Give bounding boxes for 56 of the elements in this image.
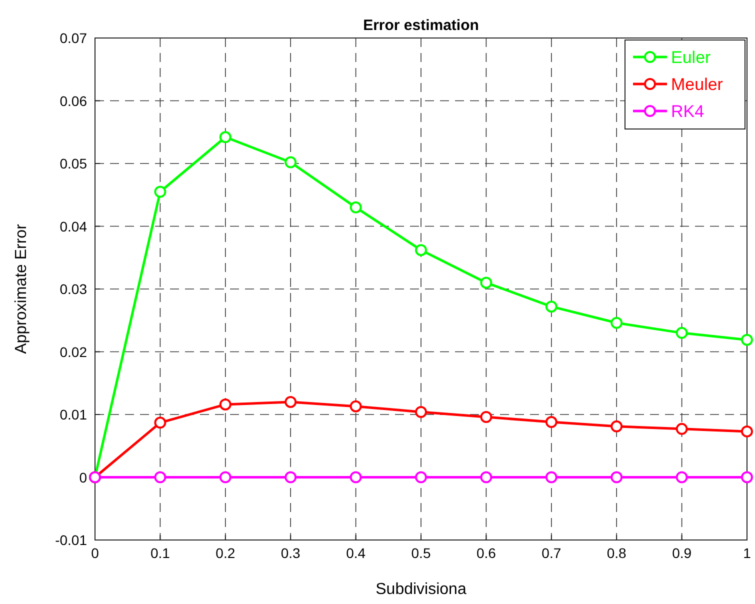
point — [676, 471, 688, 484]
point — [154, 416, 166, 429]
point — [219, 398, 232, 410]
point — [480, 471, 492, 484]
point — [741, 334, 753, 346]
y-tick-label: 0.05 — [60, 156, 88, 172]
point — [741, 471, 753, 484]
x-tick-label: 0.5 — [411, 545, 431, 561]
point — [545, 471, 558, 484]
x-tick-label: 0.6 — [476, 545, 496, 561]
x-axis-title: Subdivisiona — [376, 581, 466, 598]
y-tick-label: 0.03 — [60, 281, 88, 297]
point — [154, 471, 166, 484]
point — [350, 201, 362, 214]
y-tick-label: 0.02 — [60, 344, 88, 360]
x-tick-label: 0 — [91, 545, 100, 561]
point — [284, 396, 297, 408]
x-tick-label: 0.7 — [542, 545, 562, 561]
y-axis-title: Approximate Error — [13, 223, 30, 354]
point — [480, 411, 492, 424]
legend-label: Meuler — [671, 75, 724, 94]
point — [545, 416, 558, 428]
point — [415, 471, 427, 484]
x-tick-label: 0.3 — [280, 545, 301, 561]
legend-label: Euler — [671, 48, 712, 67]
point — [219, 471, 232, 484]
point — [480, 276, 492, 289]
point — [676, 326, 688, 339]
y-tick-label: -0.01 — [55, 532, 88, 548]
x-tick-label: 0.1 — [150, 545, 170, 561]
point — [610, 316, 623, 329]
point — [350, 471, 362, 484]
point — [284, 471, 297, 484]
y-tick-label: 0.01 — [60, 406, 88, 422]
y-tick-label: 0.07 — [60, 30, 88, 46]
point — [350, 400, 362, 412]
point — [219, 131, 232, 144]
x-tick-label: 0.4 — [346, 545, 366, 561]
point — [610, 471, 623, 484]
x-tick-label: 0.8 — [606, 545, 627, 561]
y-tick-label: 0.06 — [60, 92, 88, 109]
point — [415, 244, 427, 256]
point — [741, 425, 753, 438]
chart-title: Error estimation — [363, 17, 479, 34]
point — [284, 156, 297, 168]
y-tick-label: 0.04 — [60, 218, 88, 234]
y-tick-label: 0 — [79, 469, 88, 486]
point — [610, 420, 623, 432]
point — [545, 300, 558, 313]
point — [415, 406, 427, 418]
x-tick-label: 1 — [743, 545, 752, 561]
point — [154, 186, 166, 198]
legend-label: RK4 — [671, 102, 704, 121]
x-tick-label: 0.9 — [672, 545, 692, 561]
point — [676, 422, 688, 435]
x-tick-label: 0.2 — [216, 545, 236, 561]
